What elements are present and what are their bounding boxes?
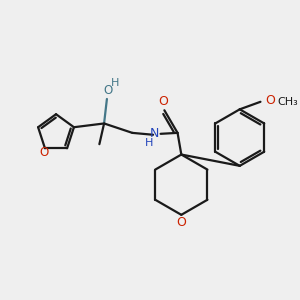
Text: O: O bbox=[265, 94, 275, 107]
Text: CH₃: CH₃ bbox=[278, 97, 298, 107]
Text: O: O bbox=[176, 216, 186, 229]
Text: H: H bbox=[111, 78, 120, 88]
Text: N: N bbox=[149, 127, 159, 140]
Text: O: O bbox=[39, 146, 49, 160]
Text: O: O bbox=[158, 95, 168, 108]
Text: H: H bbox=[145, 138, 154, 148]
Text: O: O bbox=[103, 84, 112, 97]
